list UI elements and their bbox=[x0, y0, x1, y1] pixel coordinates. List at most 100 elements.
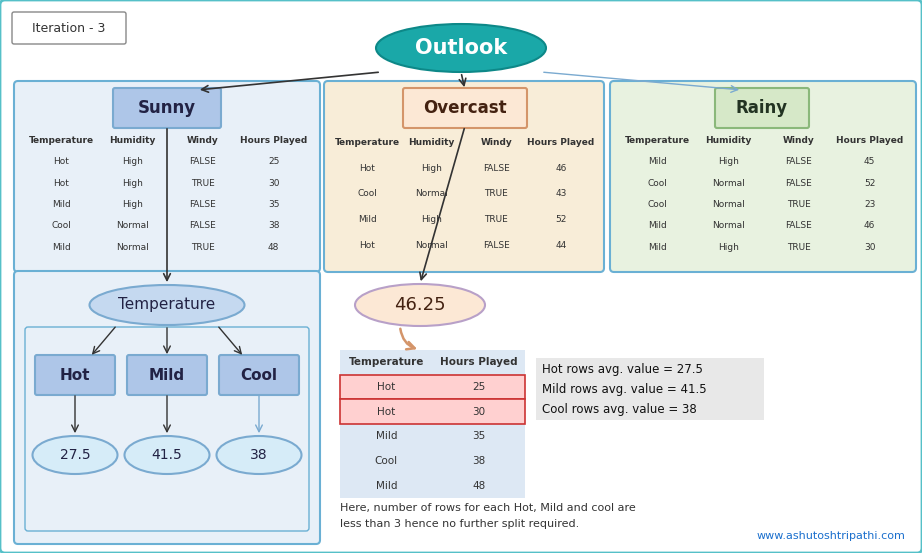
Text: FALSE: FALSE bbox=[483, 164, 510, 173]
Text: Humidity: Humidity bbox=[109, 136, 155, 145]
Text: Hot rows avg. value = 27.5: Hot rows avg. value = 27.5 bbox=[542, 363, 703, 375]
Text: Windy: Windy bbox=[480, 138, 512, 147]
Text: Normal: Normal bbox=[116, 243, 148, 252]
FancyBboxPatch shape bbox=[622, 130, 905, 258]
Text: High: High bbox=[122, 158, 143, 166]
Text: FALSE: FALSE bbox=[190, 158, 217, 166]
Text: Hot: Hot bbox=[360, 164, 375, 173]
FancyBboxPatch shape bbox=[340, 375, 525, 399]
Text: TRUE: TRUE bbox=[484, 190, 508, 199]
Ellipse shape bbox=[376, 24, 546, 72]
Text: 48: 48 bbox=[268, 243, 279, 252]
Text: 30: 30 bbox=[472, 406, 485, 416]
Text: FALSE: FALSE bbox=[483, 241, 510, 250]
Text: FALSE: FALSE bbox=[786, 158, 812, 166]
Text: TRUE: TRUE bbox=[191, 243, 215, 252]
Text: Humidity: Humidity bbox=[705, 136, 751, 145]
Text: FALSE: FALSE bbox=[190, 200, 217, 209]
Text: Sunny: Sunny bbox=[138, 99, 196, 117]
Text: High: High bbox=[122, 200, 143, 209]
Text: Hours Played: Hours Played bbox=[440, 357, 517, 367]
Text: 46: 46 bbox=[864, 222, 875, 231]
Text: Overcast: Overcast bbox=[423, 99, 507, 117]
Text: 25: 25 bbox=[472, 382, 485, 392]
FancyBboxPatch shape bbox=[35, 355, 115, 395]
Text: High: High bbox=[122, 179, 143, 188]
Text: Hours Played: Hours Played bbox=[527, 138, 595, 147]
Text: TRUE: TRUE bbox=[484, 215, 508, 224]
Text: 46.25: 46.25 bbox=[395, 296, 446, 314]
Text: www.ashutoshtripathi.com: www.ashutoshtripathi.com bbox=[756, 531, 905, 541]
Text: Cool rows avg. value = 38: Cool rows avg. value = 38 bbox=[542, 403, 697, 415]
Text: Normal: Normal bbox=[416, 241, 448, 250]
Text: 38: 38 bbox=[472, 456, 485, 466]
FancyBboxPatch shape bbox=[610, 81, 916, 272]
Text: 48: 48 bbox=[472, 481, 485, 491]
Text: 38: 38 bbox=[250, 448, 267, 462]
FancyBboxPatch shape bbox=[25, 327, 309, 531]
FancyBboxPatch shape bbox=[14, 81, 320, 272]
Text: Humidity: Humidity bbox=[408, 138, 455, 147]
Text: 52: 52 bbox=[555, 215, 566, 224]
Text: Windy: Windy bbox=[783, 136, 815, 145]
FancyBboxPatch shape bbox=[219, 355, 299, 395]
Text: Cool: Cool bbox=[647, 200, 668, 209]
Text: 23: 23 bbox=[864, 200, 875, 209]
FancyBboxPatch shape bbox=[26, 130, 309, 258]
Text: Hot: Hot bbox=[53, 179, 69, 188]
Text: FALSE: FALSE bbox=[786, 222, 812, 231]
Text: Cool: Cool bbox=[647, 179, 668, 188]
FancyBboxPatch shape bbox=[127, 355, 207, 395]
Text: Rainy: Rainy bbox=[736, 99, 788, 117]
Text: TRUE: TRUE bbox=[787, 200, 810, 209]
Text: 30: 30 bbox=[268, 179, 279, 188]
Text: Cool: Cool bbox=[52, 222, 71, 231]
Text: Mild: Mild bbox=[149, 368, 185, 383]
Text: 35: 35 bbox=[472, 431, 485, 441]
Text: High: High bbox=[717, 158, 739, 166]
FancyBboxPatch shape bbox=[113, 88, 221, 128]
FancyBboxPatch shape bbox=[12, 12, 126, 44]
Text: TRUE: TRUE bbox=[191, 179, 215, 188]
FancyBboxPatch shape bbox=[340, 399, 525, 424]
Ellipse shape bbox=[124, 436, 209, 474]
FancyBboxPatch shape bbox=[335, 130, 593, 258]
Text: TRUE: TRUE bbox=[787, 243, 810, 252]
Text: Hot: Hot bbox=[60, 368, 90, 383]
Text: Cool: Cool bbox=[241, 368, 278, 383]
FancyBboxPatch shape bbox=[403, 88, 527, 128]
Text: 46: 46 bbox=[555, 164, 566, 173]
FancyBboxPatch shape bbox=[715, 88, 809, 128]
Text: 27.5: 27.5 bbox=[60, 448, 90, 462]
Text: 45: 45 bbox=[864, 158, 875, 166]
Ellipse shape bbox=[89, 285, 244, 325]
Text: Iteration - 3: Iteration - 3 bbox=[32, 22, 106, 34]
Text: Normal: Normal bbox=[416, 190, 448, 199]
Text: Mild rows avg. value = 41.5: Mild rows avg. value = 41.5 bbox=[542, 383, 706, 395]
Text: 52: 52 bbox=[864, 179, 875, 188]
Text: Mild: Mild bbox=[648, 158, 667, 166]
Text: Temperature: Temperature bbox=[625, 136, 690, 145]
FancyBboxPatch shape bbox=[536, 358, 764, 420]
Text: Temperature: Temperature bbox=[29, 136, 94, 145]
Text: Mild: Mild bbox=[648, 222, 667, 231]
Text: Normal: Normal bbox=[712, 179, 744, 188]
Text: 35: 35 bbox=[268, 200, 279, 209]
Text: less than 3 hence no further split required.: less than 3 hence no further split requi… bbox=[340, 519, 579, 529]
Text: Mild: Mild bbox=[358, 215, 376, 224]
Text: Hot: Hot bbox=[377, 382, 396, 392]
FancyBboxPatch shape bbox=[324, 81, 604, 272]
Text: 38: 38 bbox=[268, 222, 279, 231]
Text: Cool: Cool bbox=[358, 190, 377, 199]
Text: Mild: Mild bbox=[375, 481, 397, 491]
Text: Normal: Normal bbox=[712, 200, 744, 209]
Ellipse shape bbox=[217, 436, 301, 474]
Text: Mild: Mild bbox=[375, 431, 397, 441]
Text: Hot: Hot bbox=[360, 241, 375, 250]
Text: Hot: Hot bbox=[53, 158, 69, 166]
FancyBboxPatch shape bbox=[340, 350, 525, 498]
Text: Mild: Mild bbox=[648, 243, 667, 252]
Ellipse shape bbox=[355, 284, 485, 326]
Text: Cool: Cool bbox=[374, 456, 397, 466]
Text: FALSE: FALSE bbox=[190, 222, 217, 231]
